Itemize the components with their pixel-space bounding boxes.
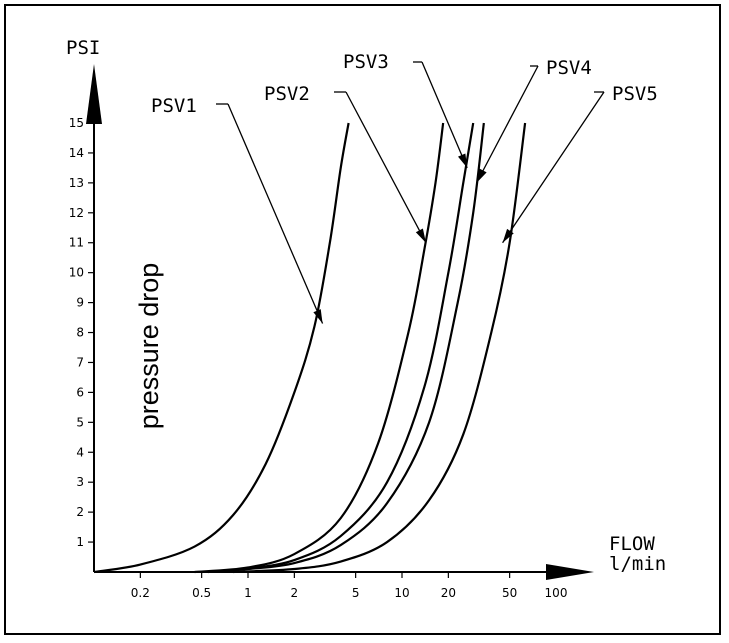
curves — [93, 122, 527, 574]
y-tick-label: 7 — [76, 355, 84, 369]
callout-label-psv5: PSV5 — [612, 83, 658, 105]
series-line-psv3 — [201, 122, 475, 574]
x-tick-label: 0.2 — [131, 586, 150, 600]
callout-label-psv1: PSV1 — [151, 95, 197, 117]
y-axis-title: pressure drop — [134, 263, 164, 430]
callout-arrow-psv5 — [502, 228, 514, 243]
callout-arrow-psv2 — [415, 228, 426, 243]
callout-leader-psv1 — [227, 103, 324, 324]
x-tick-label: 1 — [244, 586, 252, 600]
y-tick-label: 11 — [69, 236, 84, 250]
x-tick-label: 0.5 — [192, 586, 211, 600]
callout-leader-psv3 — [421, 61, 468, 169]
y-tick-label: 2 — [76, 505, 84, 519]
y-tick-label: 10 — [69, 266, 84, 280]
x-tick-label: 20 — [441, 586, 456, 600]
series-line-psv4 — [207, 122, 485, 574]
x-axis-unit-sub: l/min — [609, 553, 666, 575]
y-tick-label: 4 — [76, 445, 84, 459]
callout-arrow-psv4 — [476, 168, 487, 183]
y-tick-label: 13 — [69, 176, 84, 190]
y-tick-label: 5 — [76, 415, 84, 429]
x-tick-label: 2 — [291, 586, 299, 600]
x-axis-arrow — [546, 564, 594, 580]
callout-leader-psv4 — [476, 65, 539, 184]
y-tick-label: 14 — [69, 146, 84, 160]
y-tick-label: 6 — [76, 385, 84, 399]
series-line-psv5 — [233, 122, 527, 574]
x-tick-label: 10 — [394, 586, 409, 600]
callout-arrow-psv3 — [458, 153, 468, 168]
y-tick-label: 9 — [76, 296, 84, 310]
axes — [86, 64, 594, 580]
y-tick-label: 8 — [76, 326, 84, 340]
callouts: PSV1 PSV2 PSV3 PSV4 PSV5 — [151, 51, 658, 324]
callout-label-psv4: PSV4 — [546, 57, 592, 79]
y-axis-unit: PSI — [66, 37, 100, 59]
series-line-psv1 — [93, 122, 350, 574]
callout-arrow-psv1 — [313, 309, 323, 324]
x-axis-unit: FLOW — [609, 533, 655, 555]
x-tick-label: 50 — [502, 586, 517, 600]
series-line-psv2 — [194, 122, 445, 574]
y-tick-label: 12 — [69, 206, 84, 220]
y-axis-arrow — [86, 64, 102, 124]
y-tick-label: 3 — [76, 475, 84, 489]
callout-label-psv2: PSV2 — [264, 83, 310, 105]
callout-label-psv3: PSV3 — [343, 51, 389, 73]
x-tick-label: 100 — [545, 586, 568, 600]
chart-frame: 1 2 3 4 5 6 7 8 9 10 11 12 13 14 15 0.2 0.5 1 2 5 10 20 50 100 … — [4, 4, 721, 635]
y-tick-label: 15 — [69, 116, 84, 130]
callout-leader-psv2 — [345, 91, 427, 244]
y-tick-label: 1 — [76, 535, 84, 549]
callout-leader-psv5 — [502, 91, 605, 244]
x-tick-label: 5 — [352, 586, 360, 600]
